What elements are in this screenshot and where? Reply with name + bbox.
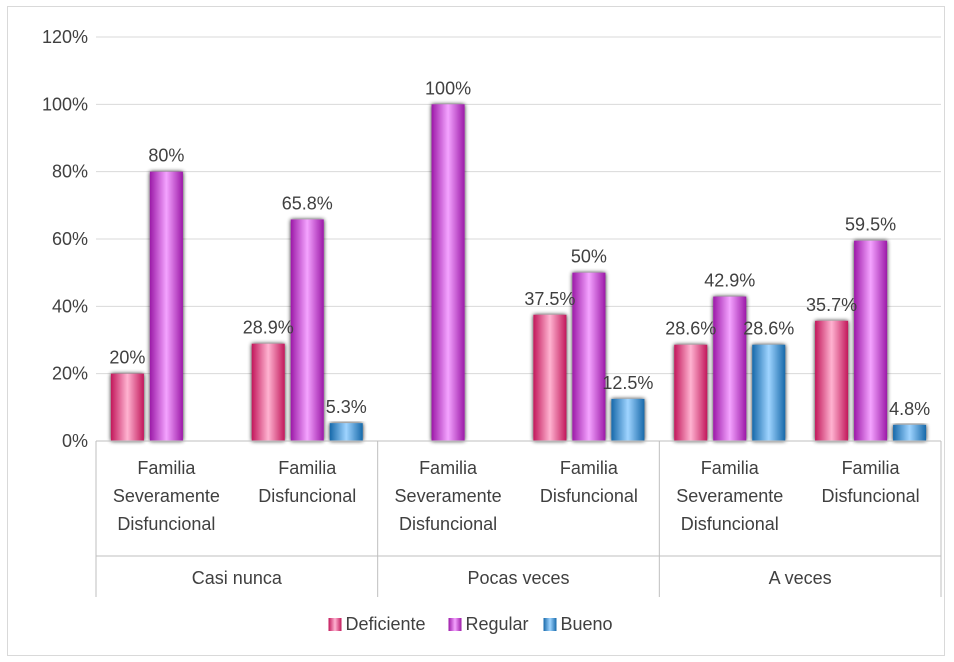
data-label: 28.6% [665, 319, 716, 339]
data-label: 4.8% [889, 399, 930, 419]
data-label: 50% [571, 247, 607, 267]
y-tick-label: 100% [42, 94, 88, 114]
y-tick-label: 60% [52, 229, 88, 249]
data-label: 42.9% [704, 271, 755, 291]
bar-deficiente [110, 373, 144, 441]
bar-deficiente [251, 343, 285, 441]
bar-regular [713, 296, 747, 441]
y-tick-label: 20% [52, 364, 88, 384]
data-label: 80% [148, 146, 184, 166]
legend-swatch [328, 618, 342, 631]
data-label: 28.9% [243, 318, 294, 338]
bar-regular [290, 219, 324, 441]
y-axis-tick-labels: 0% 20% 40% 60% 80% 100% 120% [42, 27, 88, 451]
bar-bueno [752, 344, 786, 441]
data-label: 59.5% [845, 215, 896, 235]
x-category-label: Familia Severamente Disfuncional [113, 458, 220, 534]
gridlines [96, 36, 941, 375]
bar-deficiente [674, 344, 708, 441]
legend: Deficiente Regular Bueno [328, 614, 613, 634]
data-label: 35.7% [806, 295, 857, 315]
data-label: 12.5% [602, 373, 653, 393]
x-group-label: Pocas veces [467, 568, 569, 588]
data-label: 100% [425, 78, 471, 98]
x-category-label: Familia Severamente Disfuncional [395, 458, 502, 534]
legend-swatch [543, 618, 557, 631]
legend-swatch [448, 618, 462, 631]
bar-chart: 0% 20% 40% 60% 80% 100% 120% 20% 80% 28.9% 65.8% 5… [42, 27, 942, 634]
data-label: 5.3% [326, 397, 367, 417]
y-tick-label: 40% [52, 296, 88, 316]
data-label: 65.8% [282, 193, 333, 213]
bar-regular [431, 104, 465, 441]
x-category-label: Familia Disfuncional [540, 458, 638, 506]
bar-bueno [893, 424, 927, 441]
data-label: 37.5% [524, 289, 575, 309]
legend-item-regular: Regular [448, 614, 529, 634]
bars [110, 104, 927, 441]
bar-regular [854, 240, 888, 441]
legend-label: Regular [466, 614, 529, 634]
legend-item-bueno: Bueno [543, 614, 613, 634]
y-tick-label: 120% [42, 27, 88, 47]
legend-label: Deficiente [346, 614, 426, 634]
x-group-label: A veces [769, 568, 832, 588]
x-category-label: Familia Severamente Disfuncional [676, 458, 783, 534]
chart-frame: 0% 20% 40% 60% 80% 100% 120% 20% 80% 28.9% 65.8% 5… [7, 6, 945, 656]
bar-bueno [329, 423, 363, 441]
x-axis: Familia Severamente Disfuncional Familia Dis… [95, 440, 942, 597]
data-label: 20% [109, 348, 145, 368]
bar-deficiente [533, 314, 567, 441]
x-category-label: Familia Disfuncional [258, 458, 356, 506]
bar-regular [149, 171, 183, 441]
data-label: 28.6% [743, 319, 794, 339]
bar-bueno [611, 398, 645, 441]
legend-item-deficiente: Deficiente [328, 614, 426, 634]
y-tick-label: 80% [52, 162, 88, 182]
legend-label: Bueno [561, 614, 613, 634]
y-tick-label: 0% [62, 431, 88, 451]
bar-deficiente [815, 320, 849, 441]
x-group-label: Casi nunca [192, 568, 283, 588]
x-category-label: Familia Disfuncional [822, 458, 920, 506]
bar-regular [572, 272, 606, 441]
data-labels: 20% 80% 28.9% 65.8% 5.3% 100% 37.5% 50% 12.5% 28.… [109, 78, 930, 419]
